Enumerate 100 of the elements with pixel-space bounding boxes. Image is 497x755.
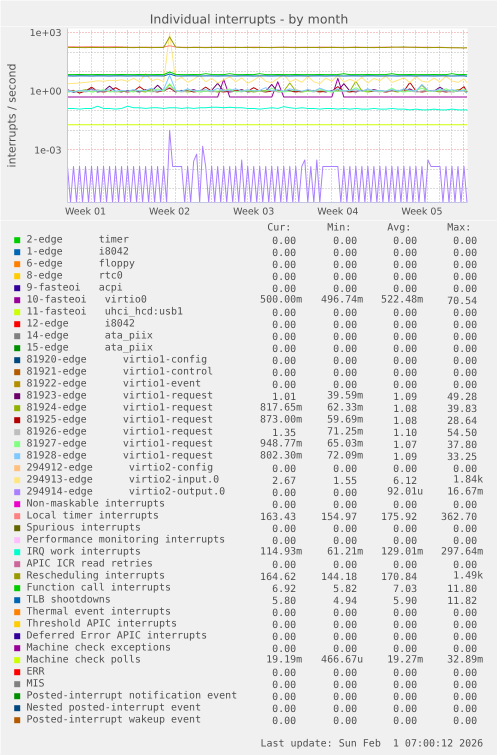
text: 0.00 bbox=[272, 356, 296, 368]
legend-label: 81924-edge virtio1-request bbox=[26, 402, 214, 414]
text: 0.00 bbox=[272, 344, 296, 356]
text: 5.82 bbox=[333, 584, 358, 596]
text: 39.83 bbox=[447, 404, 478, 416]
text: 0.00 bbox=[453, 236, 478, 248]
text: 49.28 bbox=[447, 392, 478, 404]
legend-label: 81922-edge virtio1-event bbox=[26, 378, 202, 390]
text: 1.84k bbox=[453, 474, 484, 486]
text: 0.00 bbox=[272, 236, 296, 248]
text: 0.00 bbox=[333, 536, 358, 548]
text: 0.00 bbox=[453, 692, 478, 704]
chart-title: Individual interrupts - by month bbox=[150, 12, 348, 26]
legend-label: 1-edge i8042 bbox=[26, 246, 129, 258]
text: 6.92 bbox=[272, 584, 296, 596]
text: 0.00 bbox=[453, 524, 478, 536]
text: 362.70 bbox=[441, 512, 478, 524]
legend-label: ERR bbox=[26, 666, 46, 678]
text: 0.00 bbox=[453, 668, 478, 680]
text: 1.01 bbox=[272, 392, 296, 404]
text: 0.00 bbox=[272, 716, 296, 728]
text: 1.10 bbox=[393, 428, 418, 440]
text: 0.00 bbox=[453, 632, 478, 644]
text: 0.00 bbox=[453, 560, 478, 572]
text: 1.07 bbox=[393, 440, 418, 452]
text: 0.00 bbox=[333, 488, 358, 500]
text: 1.08 bbox=[393, 416, 418, 428]
text: 802.30m bbox=[260, 450, 302, 462]
text: 0.00 bbox=[393, 464, 418, 476]
text: 0.00 bbox=[333, 344, 358, 356]
x-tick-label: Week 01 bbox=[64, 206, 106, 218]
text: 2.67 bbox=[272, 476, 296, 488]
legend-label: Posted-interrupt notification event bbox=[26, 690, 238, 702]
y-tick-label: 1e-03 bbox=[34, 145, 62, 156]
text: 0.00 bbox=[333, 608, 358, 620]
text: 0.00 bbox=[393, 644, 418, 656]
text: 0.00 bbox=[333, 284, 358, 296]
text: 0.00 bbox=[272, 608, 296, 620]
text: 164.62 bbox=[260, 572, 296, 584]
text: 0.00 bbox=[453, 260, 478, 272]
x-tick-label: Week 05 bbox=[401, 206, 443, 218]
legend-label: Spurious interrupts bbox=[26, 522, 141, 534]
x-tick-label: Week 04 bbox=[317, 206, 358, 218]
text: 0.00 bbox=[453, 644, 478, 656]
legend-label: IRQ work interrupts bbox=[26, 546, 141, 558]
text: Cur: bbox=[267, 222, 292, 234]
text: 16.67m bbox=[447, 486, 484, 498]
text: 0.00 bbox=[393, 248, 418, 260]
text: 0.00 bbox=[272, 692, 296, 704]
text: 0.00 bbox=[272, 284, 296, 296]
text: 4.94 bbox=[333, 596, 358, 608]
legend-label: 6-edge floppy bbox=[26, 258, 135, 270]
legend-label: 10-fasteoi virtio0 bbox=[26, 294, 147, 306]
text: 0.00 bbox=[453, 248, 478, 260]
text: 5.90 bbox=[393, 596, 418, 608]
y-tick-label: 1e+03 bbox=[30, 28, 62, 39]
text: 0.00 bbox=[272, 248, 296, 260]
text: 0.00 bbox=[393, 320, 418, 332]
text: 0.00 bbox=[333, 368, 358, 380]
text: 0.00 bbox=[272, 632, 296, 644]
text: 948.77m bbox=[260, 438, 302, 450]
text: 0.00 bbox=[272, 704, 296, 716]
text: Last update: Sun Feb 1 07:00:12 2026 bbox=[260, 738, 484, 750]
text: 129.01m bbox=[381, 546, 424, 558]
text: 0.00 bbox=[393, 680, 418, 692]
text: 0.00 bbox=[333, 716, 358, 728]
legend-label: APIC ICR read retries bbox=[26, 558, 153, 570]
text: Avg: bbox=[387, 222, 412, 234]
y-axis-title: interrupts / second bbox=[6, 64, 19, 168]
legend-label: Machine check polls bbox=[26, 654, 141, 666]
text: 62.33m bbox=[327, 402, 364, 414]
text: 0.00 bbox=[393, 272, 418, 284]
text: 0.00 bbox=[333, 260, 358, 272]
text: 0.00 bbox=[272, 308, 296, 320]
text: 0.00 bbox=[272, 668, 296, 680]
text: 0.00 bbox=[453, 344, 478, 356]
text: 0.00 bbox=[393, 632, 418, 644]
legend-label: 294912-edge virtio2-config bbox=[26, 462, 214, 474]
text: 0.00 bbox=[333, 320, 358, 332]
legend-label: 81928-edge virtio1-request bbox=[26, 450, 214, 462]
text: 0.00 bbox=[272, 524, 296, 536]
x-tick-label: Week 03 bbox=[233, 206, 274, 218]
legend-label: 11-fasteoi uhci_hcd:usb1 bbox=[26, 306, 184, 318]
text: 0.00 bbox=[393, 308, 418, 320]
text: Min: bbox=[327, 222, 352, 234]
text: 0.00 bbox=[393, 560, 418, 572]
text: 0.00 bbox=[453, 620, 478, 632]
text: 0.00 bbox=[333, 464, 358, 476]
text: 33.25 bbox=[447, 452, 478, 464]
text: 0.00 bbox=[393, 380, 418, 392]
text: 1.08 bbox=[393, 404, 418, 416]
text: 175.92 bbox=[381, 512, 418, 524]
legend-label: 2-edge timer bbox=[26, 234, 129, 246]
text: 0.00 bbox=[393, 260, 418, 272]
text: 11.82 bbox=[447, 596, 478, 608]
text: 0.00 bbox=[393, 500, 418, 512]
text: 59.69m bbox=[327, 414, 364, 426]
legend-label: 294914-edge virtio2-output.0 bbox=[26, 486, 226, 498]
legend-label: 14-edge ata_piix bbox=[26, 330, 153, 342]
text: 0.00 bbox=[272, 680, 296, 692]
